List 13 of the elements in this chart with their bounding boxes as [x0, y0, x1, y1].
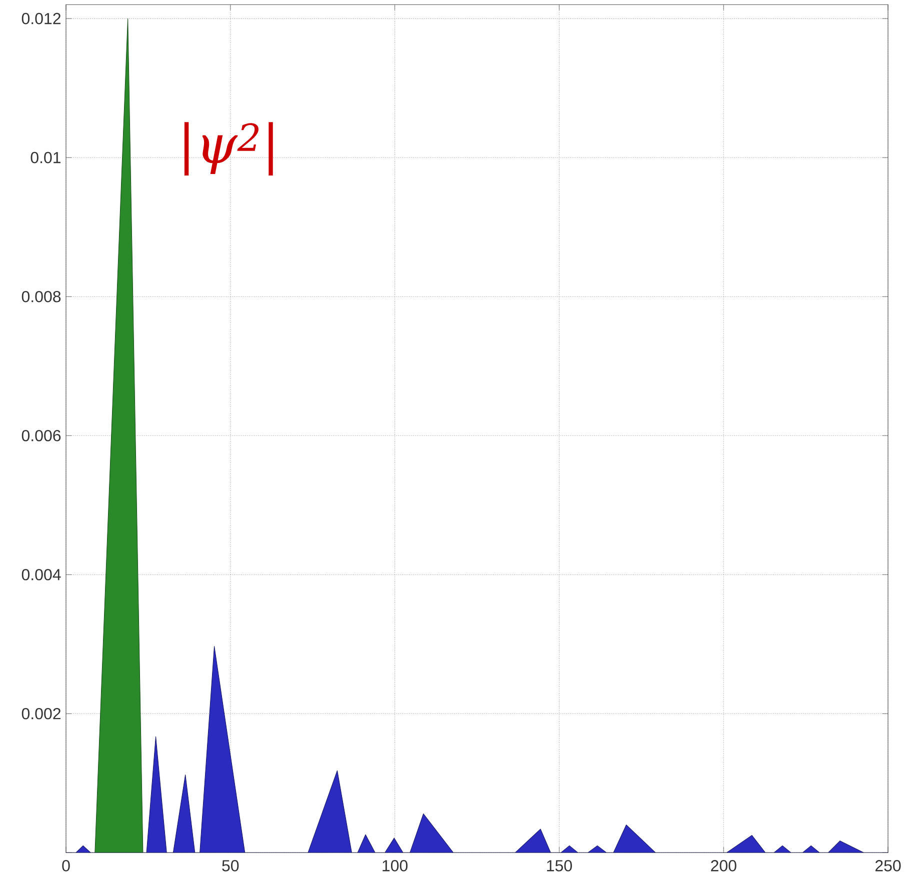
y-tick-label: 0.002 — [22, 708, 60, 720]
x-tick-label: 200 — [711, 860, 736, 872]
x-tick-label: 50 — [222, 860, 239, 872]
x-tick-label: 150 — [547, 860, 572, 872]
x-tick-label: 0 — [62, 860, 70, 872]
y-tick-label: 0.006 — [22, 430, 61, 442]
x-tick-label: 100 — [382, 860, 408, 872]
y-tick-label: 0.01 — [30, 152, 61, 164]
x-tick-label: 250 — [875, 860, 901, 872]
y-tick-label: 0.012 — [22, 12, 60, 24]
y-tick-label: 0.008 — [22, 290, 61, 302]
y-tick-label: 0.004 — [22, 568, 61, 580]
annotation: |ψ$^{2}$| — [184, 122, 273, 176]
